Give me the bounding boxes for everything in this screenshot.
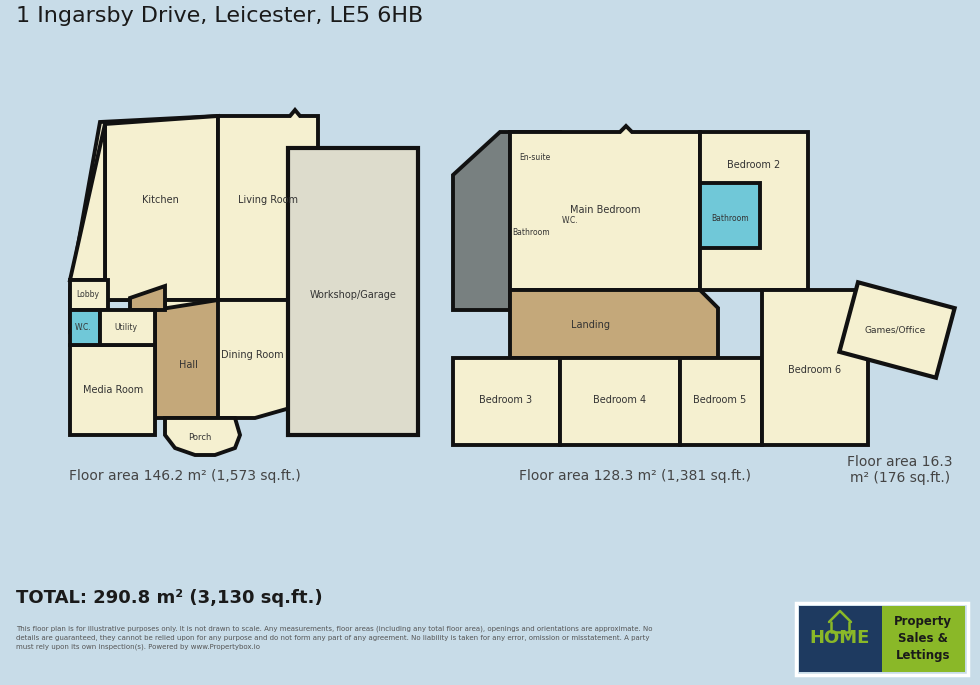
Text: Property
Sales &
Lettings: Property Sales & Lettings — [894, 614, 952, 662]
Text: Hall: Hall — [178, 360, 197, 370]
Polygon shape — [700, 132, 808, 290]
Text: 1 Ingarsby Drive, Leicester, LE5 6HB: 1 Ingarsby Drive, Leicester, LE5 6HB — [16, 6, 423, 26]
Bar — [882, 606, 965, 672]
Text: Main Bedroom: Main Bedroom — [569, 205, 640, 215]
Text: HOME: HOME — [809, 629, 870, 647]
Polygon shape — [510, 205, 553, 258]
Text: Porch: Porch — [188, 432, 212, 442]
Text: Lobby: Lobby — [76, 290, 100, 299]
Polygon shape — [510, 126, 700, 290]
Polygon shape — [165, 300, 318, 418]
Polygon shape — [680, 358, 762, 445]
Polygon shape — [762, 290, 868, 445]
Polygon shape — [453, 358, 560, 445]
Text: W.C.: W.C. — [74, 323, 91, 332]
Polygon shape — [165, 418, 240, 455]
Bar — [840, 282, 955, 377]
Polygon shape — [100, 310, 155, 345]
Text: Floor area 128.3 m² (1,381 sq.ft.): Floor area 128.3 m² (1,381 sq.ft.) — [519, 469, 751, 483]
Text: Kitchen: Kitchen — [141, 195, 178, 205]
Bar — [799, 606, 882, 672]
Polygon shape — [105, 116, 218, 300]
Polygon shape — [155, 300, 218, 418]
Text: Bedroom 4: Bedroom 4 — [594, 395, 647, 405]
Polygon shape — [700, 183, 760, 248]
Text: Bedroom 6: Bedroom 6 — [789, 365, 842, 375]
Polygon shape — [70, 310, 100, 345]
Text: Floor area 146.2 m² (1,573 sq.ft.): Floor area 146.2 m² (1,573 sq.ft.) — [70, 469, 301, 483]
Text: Workshop/Garage: Workshop/Garage — [310, 290, 397, 300]
Text: Dining Room: Dining Room — [220, 350, 283, 360]
Text: Bedroom 5: Bedroom 5 — [694, 395, 747, 405]
Text: En-suite: En-suite — [519, 153, 551, 162]
Text: Bathroom: Bathroom — [513, 227, 550, 236]
Text: Living Room: Living Room — [238, 195, 298, 205]
Polygon shape — [553, 205, 587, 233]
Text: Bedroom 3: Bedroom 3 — [479, 395, 532, 405]
Text: Bedroom 2: Bedroom 2 — [727, 160, 781, 170]
Polygon shape — [560, 358, 680, 445]
Text: Games/Office: Games/Office — [864, 325, 926, 334]
Text: TOTAL: 290.8 m² (3,130 sq.ft.): TOTAL: 290.8 m² (3,130 sq.ft.) — [16, 589, 322, 607]
Text: Bathroom: Bathroom — [711, 214, 749, 223]
Polygon shape — [70, 124, 105, 280]
Polygon shape — [70, 116, 218, 330]
Text: W.C.: W.C. — [562, 216, 578, 225]
Polygon shape — [70, 345, 155, 435]
Polygon shape — [510, 290, 718, 358]
Text: Utility: Utility — [115, 323, 137, 332]
Polygon shape — [510, 132, 560, 183]
Polygon shape — [288, 148, 418, 435]
Polygon shape — [218, 110, 318, 300]
Text: Landing: Landing — [570, 320, 610, 330]
Polygon shape — [70, 280, 108, 310]
Text: Floor area 16.3
m² (176 sq.ft.): Floor area 16.3 m² (176 sq.ft.) — [848, 455, 953, 485]
Polygon shape — [453, 132, 510, 310]
Polygon shape — [130, 286, 165, 310]
Text: This floor plan is for illustrative purposes only. It is not drawn to scale. Any: This floor plan is for illustrative purp… — [16, 626, 653, 650]
Text: Media Room: Media Room — [83, 385, 143, 395]
